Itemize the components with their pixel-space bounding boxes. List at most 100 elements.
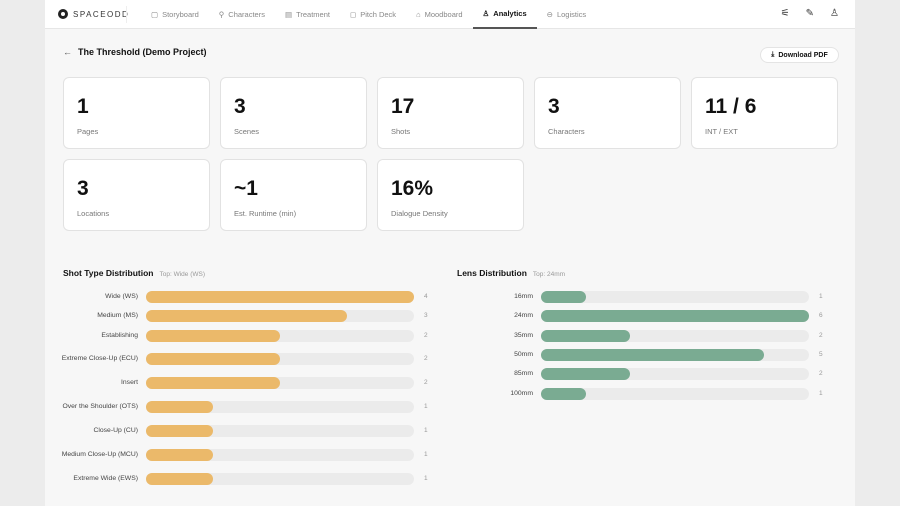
bar-track [541,310,809,322]
stat-card: ~1 Est. Runtime (min) [220,159,367,231]
bar-fill [146,291,414,303]
tab-label: Logistics [556,10,587,19]
bar-value: 1 [424,475,428,482]
lens-heading: Lens Distribution Top: 24mm [457,268,565,278]
section-title: Lens Distribution [457,268,527,278]
user-icon[interactable]: ♙ [830,8,839,19]
bar-fill [541,349,765,361]
shot_types-row: Insert 2 [121,377,428,389]
shot_types-row: Wide (WS) 4 [105,291,428,303]
bar-fill [146,353,280,365]
bar-track [146,449,414,461]
bar-fill [146,377,280,389]
tab-icon: ⊖ [546,10,553,19]
bar-track [541,368,809,380]
bar-value: 1 [819,293,823,300]
shot_types-row: Establishing 2 [101,330,428,342]
tab-moodboard[interactable]: ⌂ Moodboard [406,0,472,29]
stat-value: 3 [77,177,89,200]
divider [126,6,127,23]
logo[interactable]: SPACEODD [58,9,129,19]
bar-value: 1 [424,451,428,458]
stat-card: 1 Pages [63,77,210,149]
tab-label: Analytics [493,9,527,18]
shot_types-row: Extreme Close-Up (ECU) 2 [62,353,428,365]
top-nav: SPACEODD ▢ Storyboard ⚲ Characters ▤ Treatmen… [45,0,855,29]
lenses-row: 16mm 1 [514,291,823,303]
shot-type-heading: Shot Type Distribution Top: Wide (WS) [63,268,205,278]
bar-track [541,349,809,361]
download-label: Download PDF [778,51,828,59]
back-arrow-icon[interactable]: ← [63,47,72,57]
download-pdf-button[interactable]: ⤓ Download PDF [760,47,839,63]
bar-fill [146,330,280,342]
tab-label: Characters [228,10,265,19]
bar-track [146,473,414,485]
stat-value: 3 [548,95,560,118]
lenses-row: 100mm 1 [510,388,823,400]
bar-value: 1 [424,403,428,410]
bar-label: Establishing [101,331,138,339]
bar-fill [146,473,213,485]
project-title: The Threshold (Demo Project) [78,47,207,57]
bar-fill [541,330,631,342]
bar-value: 2 [424,355,428,362]
tab-icon: ▤ [284,10,293,19]
bar-fill [541,310,809,322]
shot_types-row: Over the Shoulder (OTS) 1 [62,401,428,413]
stat-label: Scenes [234,127,260,136]
bar-fill [541,388,586,400]
bar-fill [146,449,213,461]
pencil-icon[interactable]: ✎ [805,8,815,19]
bar-label: Medium (MS) [97,311,138,319]
bar-fill [146,310,347,322]
stat-value: 16% [391,177,434,200]
tab-logistics[interactable]: ⊖ Logistics [537,0,596,29]
stat-value: 3 [234,95,246,118]
tab-analytics[interactable]: ♙ Analytics [472,0,537,29]
bar-value: 6 [819,312,823,319]
bar-track [146,377,414,389]
stat-label: Dialogue Density [391,209,448,218]
bar-label: 50mm [514,350,533,358]
brand-name: SPACEODD [73,9,130,19]
bar-label: Wide (WS) [105,292,138,300]
lenses-row: 35mm 2 [514,330,823,342]
section-title: Shot Type Distribution [63,268,154,278]
shot_types-row: Medium Close-Up (MCU) 1 [62,449,428,461]
tab-label: Moodboard [424,10,463,19]
bar-label: 100mm [510,389,533,397]
lenses-row: 24mm 6 [514,310,823,322]
tab-characters[interactable]: ⚲ Characters [209,0,275,29]
bar-track [146,425,414,437]
bar-label: 24mm [514,311,533,319]
stat-card: 16% Dialogue Density [377,159,524,231]
bar-value: 2 [819,332,823,339]
tab-icon: ♙ [482,9,490,18]
bar-fill [541,368,631,380]
stat-card: 3 Characters [534,77,681,149]
app: SPACEODD ▢ Storyboard ⚲ Characters ▤ Treatmen… [45,0,855,506]
shot_types-row: Medium (MS) 3 [97,310,428,322]
download-icon: ⤓ [771,51,775,58]
tab-storyboard[interactable]: ▢ Storyboard [141,0,209,29]
stat-card: 3 Locations [63,159,210,231]
bar-value: 1 [819,390,823,397]
tab-icon: ⚲ [218,10,225,19]
bar-value: 2 [819,370,823,377]
bar-value: 2 [424,332,428,339]
bar-value: 4 [424,293,428,300]
settings-sliders-icon[interactable]: ⚟ [780,8,790,19]
tab-pitch-deck[interactable]: ◻ Pitch Deck [340,0,406,29]
tab-icon: ▢ [151,10,159,19]
tab-treatment[interactable]: ▤ Treatment [275,0,340,29]
stat-card: 3 Scenes [220,77,367,149]
stat-value: 1 [77,95,89,118]
bar-value: 3 [424,312,428,319]
shot_types-row: Extreme Wide (EWS) 1 [73,473,428,485]
bar-track [146,310,414,322]
stat-label: Shots [391,127,411,136]
tab-icon: ◻ [349,10,357,19]
stat-label: Est. Runtime (min) [234,209,297,218]
stat-card: 17 Shots [377,77,524,149]
